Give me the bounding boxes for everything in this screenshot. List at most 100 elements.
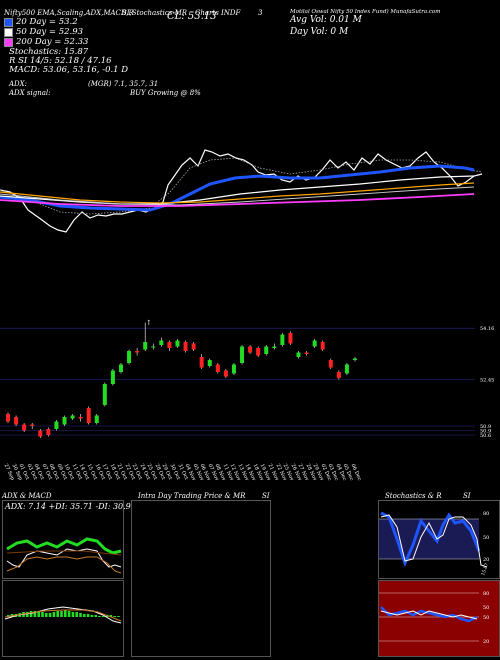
macd-histogram-bar (64, 610, 67, 617)
macd-histogram-bar (83, 614, 86, 617)
candle-body (70, 415, 75, 419)
legend-label-20day: 20 Day = 53.2 (16, 17, 78, 27)
candle-body (320, 342, 325, 350)
header-line1-left: Nifty500 EMA,Scaling,ADX,MACD,R (4, 9, 134, 17)
macd-histogram-bar (29, 611, 33, 617)
macd-histogram-bar (109, 615, 113, 617)
candle-body (6, 414, 10, 422)
candle-body (248, 346, 253, 353)
rsi-readout: R SI 14/5: 52.18 / 47.16 (9, 56, 112, 66)
macd-histogram-bar (75, 612, 78, 617)
macd-histogram-bar (41, 612, 44, 617)
header-title-right: Motilal Oswal Nifty 50 Index Fund) Munaf… (290, 9, 441, 15)
close-price-label: CL: 53.13 (167, 11, 217, 22)
high-marker: ↑ (146, 319, 152, 327)
stochastics-chart: 80 50 20 15.87 (379, 511, 490, 577)
intraday-panel (131, 500, 271, 657)
candle-body (240, 346, 245, 363)
candle-body (30, 424, 35, 426)
candle-body (256, 348, 261, 356)
legend-item-20day: 20 Day = 53.2 (4, 17, 88, 27)
intraday-panel-si: SI (262, 492, 270, 500)
candle-body (167, 342, 172, 348)
candle-body (207, 360, 212, 366)
legend-label-200day: 200 Day = 52.33 (16, 37, 89, 47)
ema-100-line (0, 182, 475, 204)
candle-body (151, 346, 156, 348)
legend-item-200day: 200 Day = 52.33 (4, 37, 88, 47)
candle-body (127, 351, 132, 363)
macd-histogram-bar (113, 616, 116, 617)
candle-body (215, 364, 220, 372)
legend-item-50day: 50 Day = 52.93 (4, 27, 88, 37)
stochastics-current-value: 15.87 (480, 562, 490, 576)
stochastics-axis-50: 50 (483, 535, 489, 541)
macd-chart (4, 606, 122, 624)
adx-label: ADX: (9, 80, 28, 88)
legend-swatch-50day (4, 27, 13, 37)
adx-value: (MGR) 7.1, 35.7, 31 (88, 80, 159, 88)
macd-signal-line (4, 609, 122, 622)
legend-swatch-200day (4, 37, 13, 47)
macd-histogram-bar (52, 612, 56, 617)
stochastics-band (379, 519, 479, 559)
adx-panel-title: ADX & MACD (2, 492, 52, 500)
ema-line-chart (0, 149, 483, 233)
candle-body (159, 340, 164, 345)
adx-chart (6, 537, 122, 574)
candle-body (118, 364, 123, 372)
candle-body (328, 360, 333, 368)
rsi-chart: 80 50 20 50 (379, 591, 489, 645)
stochastics-k-line (380, 511, 481, 568)
macd-histogram-bar (86, 614, 90, 617)
macd-histogram-bar (98, 616, 101, 617)
adx-plus-di-line (6, 537, 122, 555)
legend-swatch-20day (4, 17, 13, 27)
stochastics-d-line (380, 514, 488, 568)
candle-body (54, 421, 59, 429)
macd-readout: MACD: 53.06, 53.16, -0.1 D (9, 65, 129, 75)
candle-body (296, 352, 301, 357)
candle-body (353, 358, 357, 360)
candle-body (191, 343, 196, 350)
macd-histogram-bar (48, 613, 52, 617)
candle-body (22, 424, 27, 431)
stochastics-readout: Stochastics: 15.87 (9, 47, 89, 57)
stochastics-axis-80: 80 (483, 511, 489, 517)
candle-body (38, 430, 43, 437)
macd-histogram-bar (90, 615, 94, 617)
rsi-axis-80: 80 (483, 591, 489, 597)
price-axis-label: 50.9 (480, 424, 491, 430)
candle-body (175, 340, 180, 347)
candle-body (272, 346, 277, 348)
adx-values: ADX: 7.14 +DI: 35.71 -DI: 30.95 (5, 502, 136, 511)
ema-legend: 20 Day = 53.2 50 Day = 52.93 200 Day = 5… (4, 17, 88, 47)
header-line1-mid: SI,Stochastics MR (122, 9, 188, 17)
candle-body (110, 370, 115, 384)
price-axis-label: 50.6 (480, 433, 491, 439)
candle-body (223, 370, 228, 377)
legend-label-50day: 50 Day = 52.93 (16, 27, 84, 37)
rsi-panel: 80 50 20 50 (378, 580, 500, 657)
stochastics-axis-20: 20 (483, 557, 489, 563)
header-charts-label: Charts INDF (195, 9, 241, 17)
macd-histogram-bar (79, 613, 82, 617)
candle-body (78, 417, 83, 419)
macd-histogram-bar (37, 612, 40, 617)
price-axis-label: 52.45 (480, 378, 494, 384)
adx-panel: ADX: 7.14 +DI: 35.71 -DI: 30.95 (2, 500, 136, 579)
candle-body (102, 384, 107, 405)
candle-body (231, 364, 236, 374)
avg-volume: Avg Vol: 0.01 M (290, 15, 362, 25)
day-volume: Day Vol: 0 M (290, 27, 349, 37)
candle-body (199, 357, 204, 368)
macd-histogram-bar (67, 611, 71, 617)
rsi-axis-50: 50 (483, 615, 489, 621)
adx-signal-label: ADX signal: (9, 89, 51, 97)
adx-dark-line (6, 550, 122, 556)
candle-body (288, 333, 293, 344)
macd-histogram-bar (71, 612, 75, 617)
macd-histogram-bar (45, 613, 48, 617)
